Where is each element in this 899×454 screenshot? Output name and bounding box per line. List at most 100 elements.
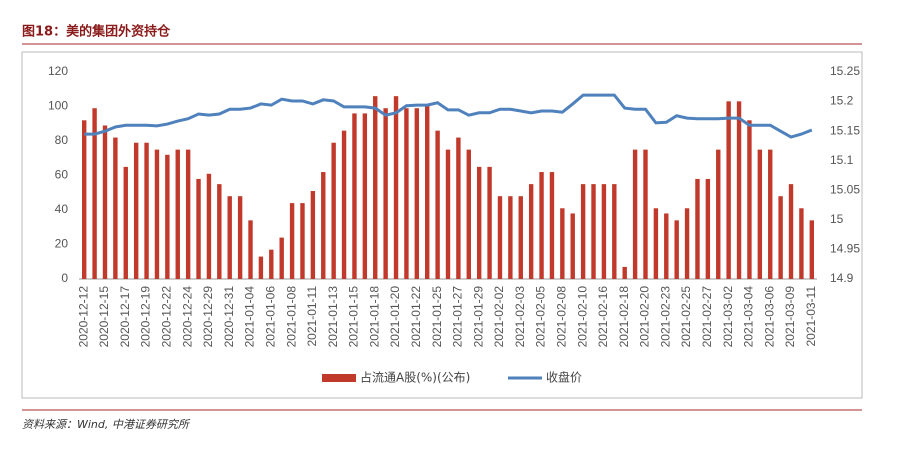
bar bbox=[321, 172, 326, 279]
y-tick-label: 60 bbox=[55, 168, 69, 182]
x-tick-label: 2021-01-29 bbox=[471, 286, 485, 348]
bar bbox=[560, 208, 565, 279]
y-tick-label: 0 bbox=[61, 271, 68, 285]
bar bbox=[425, 104, 430, 280]
bar bbox=[726, 101, 731, 279]
x-tick-label: 2021-03-09 bbox=[783, 286, 797, 348]
bar bbox=[497, 196, 503, 279]
x-tick-label: 2021-02-16 bbox=[596, 286, 610, 348]
bar bbox=[747, 120, 752, 279]
bar bbox=[81, 120, 87, 279]
bar bbox=[331, 142, 336, 279]
x-tick-label: 2020-12-12 bbox=[76, 286, 90, 348]
x-tick-label: 2020-12-31 bbox=[222, 286, 236, 348]
bar bbox=[269, 249, 274, 279]
chart-title: 图18：美的集团外资持仓 bbox=[22, 24, 171, 40]
bar bbox=[373, 96, 378, 280]
x-tick-label: 2021-01-20 bbox=[388, 286, 402, 348]
x-tick-label: 2021-02-20 bbox=[638, 286, 652, 348]
bar bbox=[570, 213, 575, 279]
x-tick-label: 2021-01-22 bbox=[409, 286, 423, 348]
y2-tick-label: 15.1 bbox=[830, 153, 854, 167]
bar bbox=[508, 196, 513, 279]
bar bbox=[799, 208, 804, 279]
bar bbox=[684, 208, 690, 279]
bar bbox=[175, 149, 180, 279]
bar bbox=[102, 125, 108, 279]
bar bbox=[217, 184, 222, 279]
x-tick-label: 2021-02-27 bbox=[700, 286, 714, 348]
bar bbox=[622, 266, 627, 279]
bar bbox=[705, 178, 711, 279]
source: 资料来源：Wind, 中港证券研究所 bbox=[22, 418, 191, 431]
x-tick-label: 2020-12-17 bbox=[118, 286, 132, 348]
bar bbox=[123, 166, 128, 279]
x-tick-label: 2021-03-02 bbox=[721, 286, 735, 348]
bar bbox=[341, 130, 347, 279]
bar bbox=[133, 142, 139, 279]
bar bbox=[528, 184, 534, 279]
legend-swatch bbox=[322, 374, 356, 382]
y-tick-label: 120 bbox=[48, 64, 68, 78]
bar bbox=[716, 149, 721, 279]
bar bbox=[352, 113, 357, 280]
bar bbox=[310, 191, 316, 279]
bar bbox=[736, 101, 742, 279]
bar bbox=[289, 203, 295, 279]
x-tick-label: 2020-12-15 bbox=[97, 286, 111, 348]
bar bbox=[383, 108, 388, 279]
x-tick-label: 2020-12-29 bbox=[201, 286, 215, 348]
y2-tick-label: 15 bbox=[830, 212, 844, 226]
x-tick-label: 2021-03-04 bbox=[742, 286, 756, 348]
bar bbox=[674, 220, 679, 279]
bar bbox=[664, 213, 669, 279]
x-tick-label: 2021-02-23 bbox=[658, 286, 672, 348]
y-tick-label: 40 bbox=[55, 202, 69, 216]
bar bbox=[643, 149, 648, 279]
x-tick-label: 2021-01-04 bbox=[243, 286, 257, 348]
bar bbox=[279, 237, 284, 279]
bar bbox=[809, 220, 815, 279]
bar bbox=[248, 220, 253, 279]
y2-tick-label: 14.95 bbox=[830, 242, 860, 256]
bar bbox=[300, 203, 305, 279]
bar bbox=[393, 96, 399, 280]
bar bbox=[580, 184, 586, 279]
bar bbox=[185, 149, 191, 279]
bar bbox=[539, 172, 544, 279]
x-tick-label: 2021-01-18 bbox=[367, 286, 381, 348]
x-tick-label: 2021-02-18 bbox=[617, 286, 631, 348]
bar bbox=[237, 196, 243, 279]
bar bbox=[165, 154, 170, 279]
bar bbox=[144, 142, 149, 279]
price-line bbox=[84, 93, 813, 139]
y2-tick-label: 15.2 bbox=[830, 94, 854, 108]
x-tick-label: 2020-12-22 bbox=[160, 286, 174, 348]
bar bbox=[196, 178, 201, 279]
y-tick-label: 20 bbox=[55, 237, 69, 251]
bar bbox=[632, 149, 638, 279]
x-tick-label: 2021-01-25 bbox=[430, 286, 444, 348]
x-tick-label: 2021-01-13 bbox=[326, 286, 340, 348]
bar bbox=[653, 208, 659, 279]
x-tick-label: 2021-02-02 bbox=[492, 286, 506, 348]
bar bbox=[154, 149, 160, 279]
bar bbox=[404, 108, 409, 279]
y2-tick-label: 15.05 bbox=[830, 182, 860, 196]
bar bbox=[466, 149, 471, 279]
bar bbox=[487, 166, 492, 279]
x-tick-label: 2021-01-06 bbox=[263, 286, 277, 348]
x-tick-label: 2021-03-11 bbox=[804, 286, 818, 347]
bar bbox=[778, 196, 783, 279]
bar bbox=[92, 108, 97, 279]
bar bbox=[258, 256, 264, 279]
y-tick-label: 100 bbox=[48, 99, 68, 113]
legend-label: 收盘价 bbox=[546, 370, 582, 385]
bar bbox=[695, 178, 700, 279]
bar bbox=[435, 130, 440, 279]
x-tick-label: 2021-02-25 bbox=[679, 286, 693, 348]
y2-tick-label: 14.9 bbox=[830, 271, 854, 285]
x-tick-label: 2021-02-08 bbox=[555, 286, 569, 348]
chart-frame bbox=[21, 51, 863, 399]
x-tick-label: 2021-01-15 bbox=[347, 286, 361, 348]
